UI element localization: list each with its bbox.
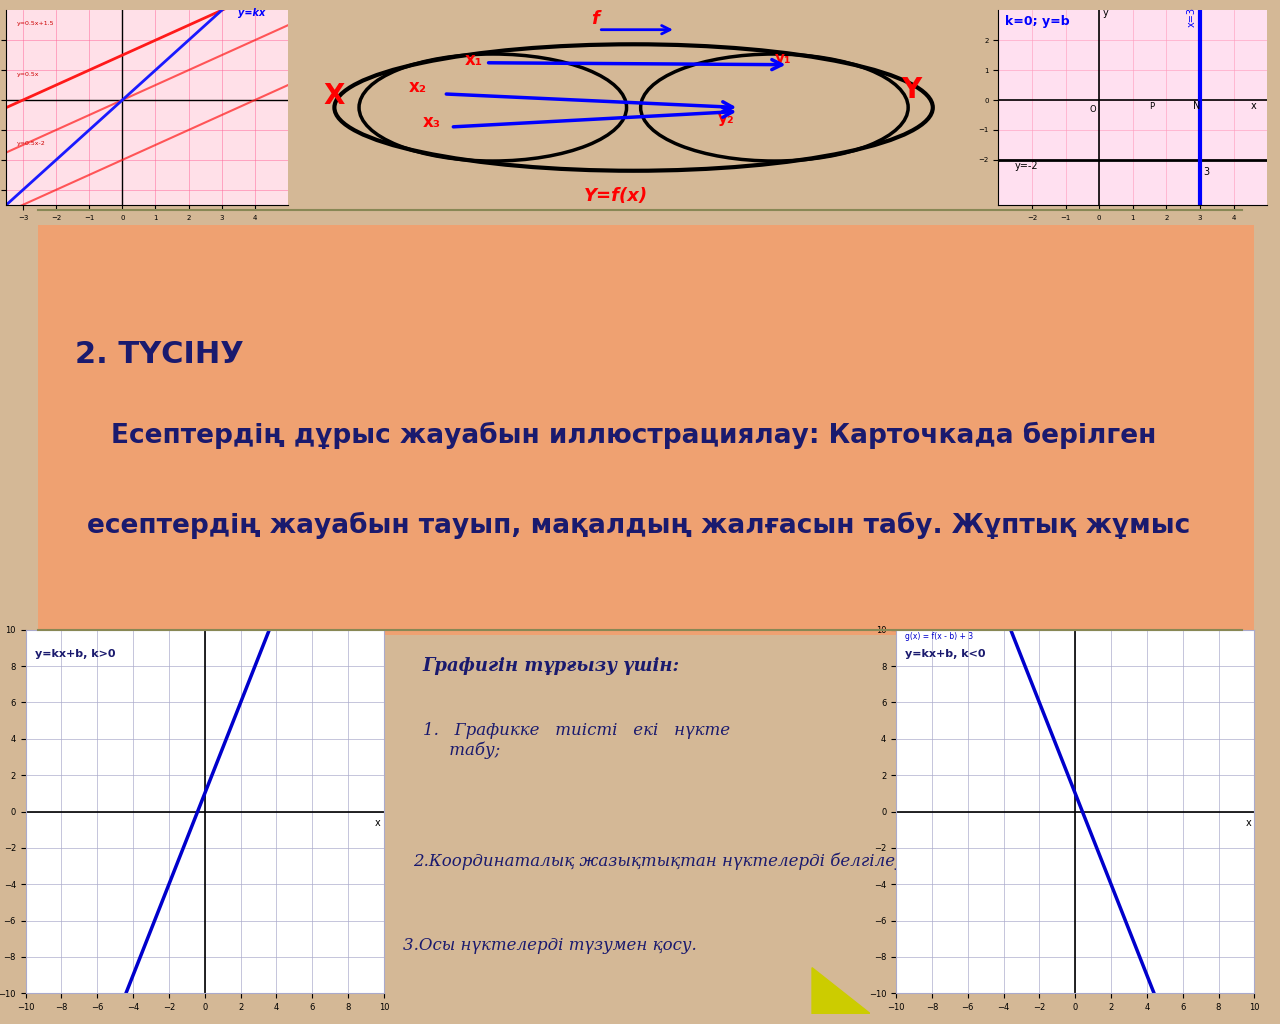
- Text: f: f: [591, 10, 599, 28]
- Text: есептердің жауабын тауып, мақалдың жалғасын табу. Жұптық жұмыс: есептердің жауабын тауып, мақалдың жалға…: [87, 512, 1190, 540]
- Text: Графигін тұрғызу үшін:: Графигін тұрғызу үшін:: [422, 656, 680, 675]
- Text: O: O: [1089, 105, 1096, 114]
- Text: x: x: [1251, 101, 1256, 111]
- Text: y=-2: y=-2: [1015, 161, 1039, 171]
- Text: x₂: x₂: [408, 78, 426, 96]
- Text: y=kx+b, k>0: y=kx+b, k>0: [35, 649, 115, 659]
- Text: 3.Осы нүктелерді түзумен қосу.: 3.Осы нүктелерді түзумен қосу.: [403, 937, 698, 954]
- Text: 3: 3: [1203, 167, 1210, 177]
- Text: P: P: [1149, 102, 1155, 111]
- Text: 2. ТҮСІНУ: 2. ТҮСІНУ: [74, 340, 243, 369]
- Text: 2.Координаталық жазықтықтан нүктелерді белгілеу;: 2.Координаталық жазықтықтан нүктелерді б…: [413, 852, 910, 870]
- Text: Y: Y: [901, 76, 922, 103]
- Text: y=0.5x-2: y=0.5x-2: [17, 141, 45, 146]
- Text: X: X: [324, 82, 346, 110]
- Text: y=kx+b, k<0: y=kx+b, k<0: [905, 649, 986, 659]
- Text: x: x: [1245, 818, 1251, 828]
- Text: x₃: x₃: [422, 113, 440, 131]
- Text: y=0.5x+1.5: y=0.5x+1.5: [17, 22, 54, 27]
- Text: N: N: [1193, 101, 1201, 111]
- Text: 1.   Графикке   тиісті   екі   нүкте
     табу;: 1. Графикке тиісті екі нүкте табу;: [422, 722, 730, 759]
- Text: y=kx: y=kx: [238, 8, 265, 18]
- Text: y₁: y₁: [774, 51, 791, 66]
- Text: g(x) = f(x - b) + 3: g(x) = f(x - b) + 3: [905, 632, 973, 641]
- Text: x₁: x₁: [465, 51, 483, 69]
- Text: Y=f(x): Y=f(x): [584, 187, 649, 205]
- Text: y: y: [1102, 8, 1108, 18]
- Text: k=0; y=b: k=0; y=b: [1005, 15, 1070, 29]
- Text: Есептердің дұрыс жауабын иллюстрациялау: Карточкада берілген: Есептердің дұрыс жауабын иллюстрациялау:…: [111, 422, 1157, 450]
- Text: y₂: y₂: [718, 111, 735, 126]
- Text: y=0.5x: y=0.5x: [17, 72, 38, 77]
- FancyBboxPatch shape: [14, 217, 1279, 643]
- Text: x: x: [375, 818, 380, 828]
- Polygon shape: [812, 968, 870, 1014]
- Text: x=3: x=3: [1187, 7, 1197, 28]
